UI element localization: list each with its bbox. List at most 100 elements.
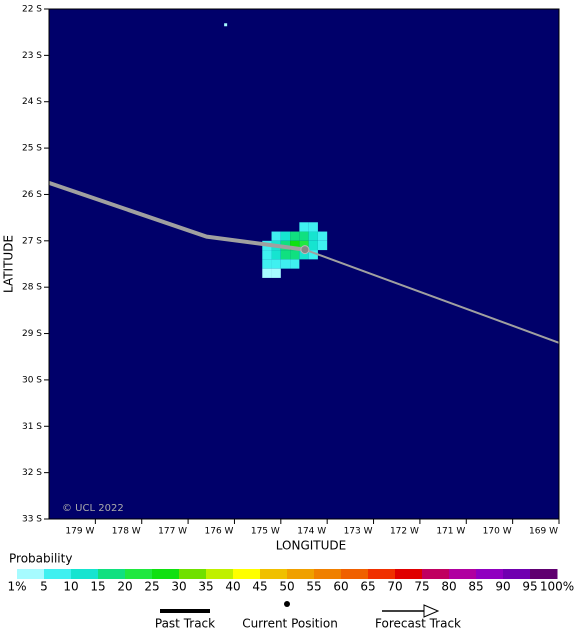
probability-cell — [271, 259, 281, 269]
scale-box — [503, 569, 531, 579]
scale-label: 80 — [441, 580, 456, 594]
scale-label: 45 — [252, 580, 267, 594]
scale-box — [422, 569, 450, 579]
y-tick-label: 31 S — [22, 422, 42, 432]
y-tick-label: 32 S — [22, 468, 42, 478]
scale-label: 90 — [495, 580, 510, 594]
forecast-track — [304, 248, 560, 344]
y-tick-label: 22 S — [22, 5, 42, 15]
y-tick-label: 30 S — [22, 375, 42, 385]
x-tick-label: 176 W — [205, 527, 234, 537]
legend-current-position — [284, 601, 290, 607]
x-tick-label: 179 W — [65, 527, 94, 537]
map-background — [49, 9, 559, 519]
x-tick-label: 170 W — [483, 527, 512, 537]
y-tick-label: 25 S — [22, 144, 42, 154]
y-tick-label: 29 S — [22, 329, 42, 339]
probability-cell — [262, 268, 272, 278]
map-frame — [48, 8, 560, 520]
probability-cell — [299, 250, 309, 260]
x-axis-title: LONGITUDE — [276, 539, 346, 553]
probability-cell — [271, 250, 281, 260]
scale-box — [152, 569, 180, 579]
probability-cell — [290, 231, 300, 241]
y-tick-label: 26 S — [22, 190, 42, 200]
x-tick-label: 172 W — [390, 527, 419, 537]
probability-cell — [262, 250, 272, 260]
probability-cell — [262, 259, 272, 269]
scale-label: 60 — [333, 580, 348, 594]
scale-box — [179, 569, 207, 579]
probability-cell — [280, 259, 291, 269]
scale-box — [260, 569, 288, 579]
scale-label: 10 — [63, 580, 78, 594]
scale-box — [17, 569, 45, 579]
scale-label: 65 — [360, 580, 375, 594]
scale-label: 15 — [90, 580, 105, 594]
scale-box — [449, 569, 477, 579]
probability-cell — [271, 268, 281, 278]
probability-cell — [290, 259, 300, 269]
past-track — [48, 180, 306, 252]
scale-label: 100% — [540, 580, 574, 594]
scale-title: Probability — [9, 552, 72, 566]
scale-box — [287, 569, 315, 579]
scale-box — [341, 569, 369, 579]
x-tick-label: 169 W — [529, 527, 558, 537]
scale-box — [206, 569, 234, 579]
scale-label: 40 — [225, 580, 240, 594]
scale-box — [395, 569, 423, 579]
scale-label: 30 — [171, 580, 186, 594]
legend-label: Past Track — [155, 617, 215, 631]
scale-label: 35 — [198, 580, 213, 594]
scale-box — [476, 569, 504, 579]
legend-label: Forecast Track — [375, 617, 461, 631]
probability-cell — [299, 222, 309, 232]
probability-cell — [280, 250, 291, 260]
y-tick-label: 23 S — [22, 51, 42, 61]
current-position — [300, 245, 310, 255]
probability-cell — [308, 231, 318, 241]
scale-label: 70 — [387, 580, 402, 594]
x-tick-label: 175 W — [251, 527, 280, 537]
probability-cell — [290, 240, 300, 251]
scale-label: 55 — [306, 580, 321, 594]
scale-label: 25 — [144, 580, 159, 594]
scale-label: 5 — [40, 580, 48, 594]
scale-box — [530, 569, 558, 579]
probability-cell — [317, 231, 328, 241]
scale-label: 75 — [414, 580, 429, 594]
scale-box — [368, 569, 396, 579]
scale-box — [314, 569, 342, 579]
probability-cell — [280, 231, 291, 241]
legend-arrow — [423, 604, 440, 618]
x-tick-label: 171 W — [436, 527, 465, 537]
scale-label: 50 — [279, 580, 294, 594]
scale-box — [233, 569, 261, 579]
scale-label: 95 — [522, 580, 537, 594]
y-tick-label: 24 S — [22, 97, 42, 107]
scale-box — [44, 569, 72, 579]
probability-cell — [224, 23, 228, 27]
probability-cell — [308, 222, 318, 232]
scale-label: 85 — [468, 580, 483, 594]
y-tick-label: 33 S — [22, 515, 42, 525]
legend-label: Current Position — [242, 617, 338, 631]
y-tick-label: 27 S — [22, 236, 42, 246]
probability-cell — [308, 250, 318, 260]
scale-label: 20 — [117, 580, 132, 594]
x-tick-label: 178 W — [112, 527, 141, 537]
scale-label: 1% — [7, 580, 26, 594]
x-tick-label: 174 W — [297, 527, 326, 537]
x-tick-label: 177 W — [158, 527, 187, 537]
y-tick-label: 28 S — [22, 283, 42, 293]
x-tick-label: 173 W — [344, 527, 373, 537]
probability-cell — [290, 250, 300, 260]
scale-box — [71, 569, 99, 579]
probability-cell — [308, 240, 318, 251]
scale-box — [125, 569, 153, 579]
scale-box — [98, 569, 126, 579]
probability-cell — [271, 231, 281, 241]
probability-cell — [299, 231, 309, 241]
